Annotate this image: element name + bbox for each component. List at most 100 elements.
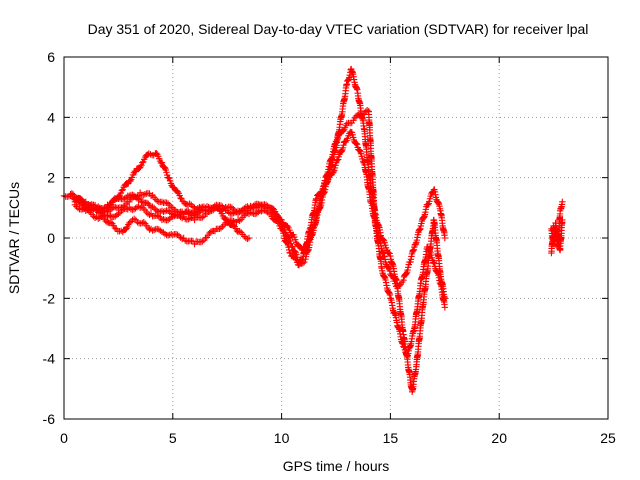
data-point-marker: [199, 238, 206, 245]
data-point-marker: [186, 208, 194, 216]
data-point-marker: [178, 209, 186, 217]
data-point-marker: [301, 258, 308, 266]
x-tick-label: 0: [60, 430, 68, 446]
data-point-marker: [149, 203, 156, 210]
x-tick-label: 25: [600, 430, 616, 446]
data-points: [60, 65, 566, 396]
data-point-marker: [403, 270, 410, 277]
series-track-5: [67, 106, 448, 359]
data-point-marker: [111, 224, 119, 232]
data-point-marker: [185, 208, 192, 215]
data-point-marker: [255, 208, 262, 216]
data-point-marker: [96, 206, 103, 214]
data-point-marker: [284, 223, 291, 230]
data-point-marker: [247, 209, 254, 216]
data-point-marker: [174, 188, 181, 196]
data-point-marker: [135, 203, 142, 210]
data-point-marker: [405, 264, 412, 271]
data-point-marker: [424, 243, 431, 251]
plot-frame: [63, 56, 609, 420]
data-point-marker: [160, 208, 167, 215]
data-point-marker: [313, 195, 320, 202]
data-point-marker: [141, 191, 149, 198]
data-point-marker: [158, 159, 166, 166]
data-point-marker: [199, 214, 206, 221]
data-point-marker: [338, 147, 345, 155]
data-point-marker: [285, 246, 293, 254]
data-point-marker: [234, 216, 242, 224]
series-track-7: [548, 216, 566, 254]
y-tick-label: 2: [47, 170, 55, 186]
data-point-marker: [424, 201, 432, 209]
data-point-marker: [160, 215, 167, 223]
data-point-marker: [404, 266, 411, 274]
data-point-marker: [121, 195, 128, 202]
data-point-marker: [236, 227, 243, 235]
data-point-marker: [203, 203, 211, 210]
data-point-marker: [291, 248, 299, 255]
data-point-marker: [138, 198, 145, 205]
data-point-marker: [101, 205, 108, 212]
data-point-marker: [288, 243, 295, 250]
data-point-marker: [278, 216, 285, 224]
x-tick-labels: 0 5 10 15 20 25: [60, 430, 616, 446]
data-point-marker: [118, 187, 126, 194]
data-point-marker: [280, 230, 287, 237]
x-tick-label: 5: [169, 430, 177, 446]
series-track-1: [60, 149, 205, 216]
series-track-4: [71, 65, 448, 396]
data-point-marker: [225, 209, 232, 216]
data-point-marker: [245, 234, 253, 242]
data-point-marker: [299, 259, 307, 267]
data-point-marker: [385, 264, 392, 272]
data-point-marker: [194, 207, 201, 215]
y-tick-label: 4: [47, 109, 55, 125]
data-point-marker: [300, 249, 307, 257]
data-point-marker: [244, 235, 251, 243]
data-point-marker: [228, 204, 236, 211]
data-point-marker: [559, 216, 566, 224]
y-tick-label: -6: [43, 411, 56, 427]
data-point-marker: [127, 177, 134, 185]
data-point-marker: [353, 141, 361, 148]
data-point-marker: [130, 192, 138, 199]
data-point-marker: [217, 224, 225, 232]
data-point-marker: [359, 111, 367, 118]
data-point-marker: [90, 213, 97, 220]
data-point-marker: [230, 209, 237, 217]
data-point-marker: [140, 218, 147, 226]
y-tick-label: 0: [47, 230, 55, 246]
data-point-marker: [441, 234, 448, 242]
grid-lines: [64, 57, 608, 419]
data-point-marker: [174, 231, 181, 238]
data-point-marker: [110, 196, 117, 203]
y-tick-labels: -6 -4 -2 0 2 4 6: [43, 49, 56, 427]
data-point-marker: [105, 212, 113, 219]
data-point-marker: [236, 217, 243, 224]
data-point-marker: [99, 212, 106, 219]
data-point-marker: [149, 227, 156, 234]
data-point-marker: [139, 219, 146, 227]
data-point-marker: [332, 138, 340, 145]
data-point-marker: [177, 194, 184, 202]
data-point-marker: [207, 228, 215, 235]
x-tick-label: 15: [383, 430, 399, 446]
data-point-marker: [186, 200, 193, 207]
data-point-marker: [228, 217, 236, 224]
data-point-marker: [363, 106, 371, 114]
x-tick-label: 10: [274, 430, 290, 446]
data-point-marker: [559, 198, 566, 205]
data-point-marker: [146, 211, 153, 218]
data-point-marker: [285, 244, 292, 251]
data-point-marker: [248, 204, 256, 211]
data-point-marker: [340, 142, 347, 149]
data-point-marker: [349, 131, 356, 138]
data-point-marker: [158, 198, 166, 205]
data-point-marker: [230, 217, 237, 225]
data-point-marker: [168, 210, 175, 217]
data-point-marker: [217, 202, 225, 209]
data-point-marker: [115, 210, 122, 218]
data-point-marker: [400, 277, 407, 284]
data-point-marker: [379, 236, 387, 243]
